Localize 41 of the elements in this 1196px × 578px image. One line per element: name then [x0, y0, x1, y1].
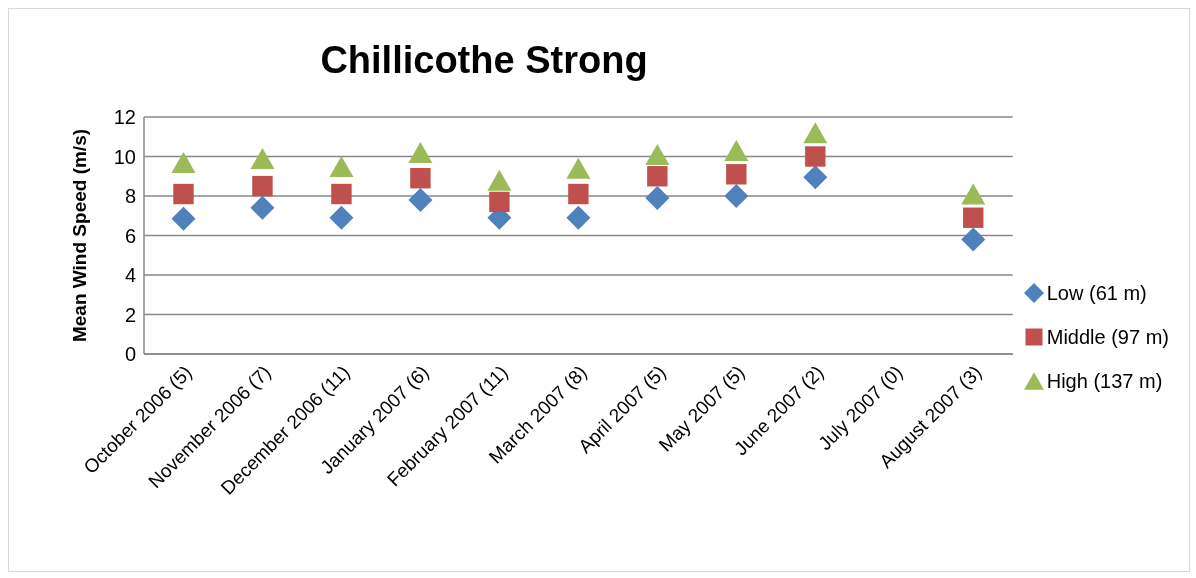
point [647, 166, 668, 187]
y-tick-label: 0 [124, 343, 136, 366]
point [171, 151, 196, 173]
point [566, 205, 591, 230]
y-tick-label: 12 [113, 106, 136, 129]
point [331, 183, 352, 205]
point [250, 147, 275, 169]
y-axis-title: Mean Wind Speed (m/s) [68, 128, 90, 343]
point [961, 227, 986, 252]
point [726, 164, 747, 185]
point [568, 183, 589, 205]
point [566, 157, 591, 179]
y-tick-label: 10 [113, 145, 136, 168]
y-tick-label: 4 [124, 264, 136, 287]
y-tick-label: 6 [124, 224, 136, 247]
point [171, 206, 196, 231]
y-tick-label: 2 [124, 303, 136, 326]
chart-title: Chillicothe Strong [319, 39, 649, 82]
point [410, 168, 431, 189]
legend-label: Low (61 m) [1046, 281, 1147, 305]
point [645, 144, 670, 166]
point [645, 185, 670, 210]
y-tick-label: 8 [124, 185, 136, 208]
point [408, 142, 433, 164]
point [803, 165, 828, 190]
point [252, 175, 273, 197]
point [329, 155, 354, 177]
point [408, 187, 433, 212]
legend-label: Middle (97 m) [1046, 325, 1169, 349]
point [173, 183, 194, 205]
point [724, 184, 749, 208]
legend-label: High (137 m) [1046, 369, 1163, 393]
point [250, 195, 275, 220]
point [961, 183, 986, 205]
point [329, 205, 354, 230]
point [724, 140, 749, 162]
point [805, 146, 826, 167]
point [963, 207, 984, 228]
point [487, 169, 512, 191]
point [489, 191, 510, 213]
point [803, 122, 828, 144]
